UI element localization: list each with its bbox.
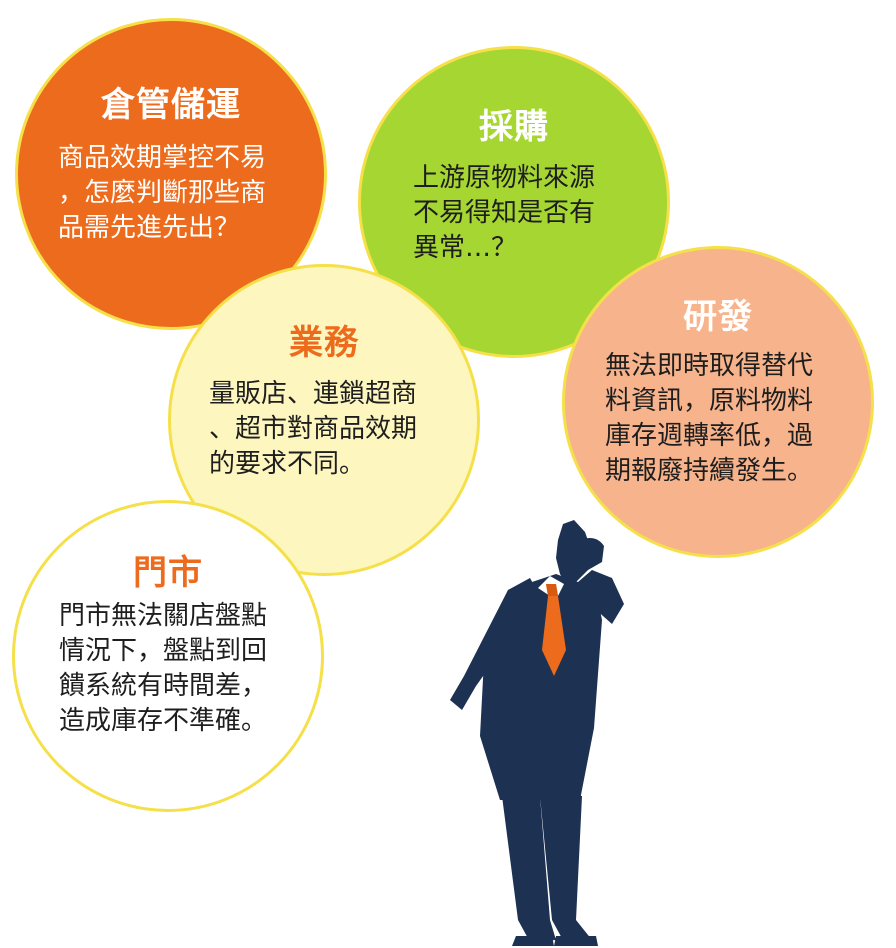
text-line: 、超市對商品效期 (209, 414, 418, 444)
bubble-text-sales: 量販店、連鎖超商 、超市對商品效期 的要求不同。 (209, 377, 417, 482)
text-line: 品需先進先出？ (58, 213, 241, 243)
bubble-purchase: 採購 上游原物料來源 不易得知是否有 異常…？ (358, 46, 670, 358)
text-line: 無法即時取得替代 (605, 351, 814, 381)
text-line: 門市無法關店盤點 (59, 601, 268, 631)
bubble-rnd: 研發 無法即時取得替代 料資訊，原料物料 庫存週轉率低，過 期報廢持續發生。 (562, 246, 874, 558)
bubble-text-purchase: 上游原物料來源 不易得知是否有 異常…？ (413, 161, 595, 266)
text-line: 饋系統有時間差， (59, 671, 268, 701)
text-line: 庫存週轉率低，過 (605, 421, 814, 451)
text-line: 商品效期掌控不易 (58, 143, 267, 173)
bubble-text-rnd: 無法即時取得替代 料資訊，原料物料 庫存週轉率低，過 期報廢持續發生。 (605, 349, 813, 489)
text-line: 量販店、連鎖超商 (209, 379, 418, 409)
bubble-title-rnd: 研發 (683, 297, 753, 337)
bubble-store: 門市 門市無法關店盤點 情況下，盤點到回 饋系統有時間差， 造成庫存不準確。 (12, 500, 324, 812)
text-line: 情況下，盤點到回 (59, 636, 268, 666)
bubble-warehouse: 倉管儲運 商品效期掌控不易 ，怎麼判斷那些商 品需先進先出？ (15, 18, 327, 330)
text-line: 的要求不同。 (209, 449, 366, 479)
thinking-businessman-icon (450, 520, 624, 946)
text-line: 上游原物料來源 (413, 163, 596, 193)
bubble-title-store: 門市 (133, 553, 203, 593)
text-line: 造成庫存不準確。 (59, 706, 268, 736)
bubble-title-purchase: 採購 (479, 107, 549, 147)
text-line: 不易得知是否有 (413, 198, 596, 228)
bubble-title-sales: 業務 (289, 323, 359, 363)
text-line: 異常…？ (413, 233, 518, 263)
text-line: 期報廢持續發生。 (605, 456, 814, 486)
bubble-text-store: 門市無法關店盤點 情況下，盤點到回 饋系統有時間差， 造成庫存不準確。 (59, 599, 267, 739)
text-line: 料資訊，原料物料 (605, 386, 814, 416)
bubble-title-warehouse: 倉管儲運 (101, 85, 241, 125)
text-line: ，怎麼判斷那些商 (58, 178, 267, 208)
bubble-text-warehouse: 商品效期掌控不易 ，怎麼判斷那些商 品需先進先出？ (58, 141, 266, 246)
